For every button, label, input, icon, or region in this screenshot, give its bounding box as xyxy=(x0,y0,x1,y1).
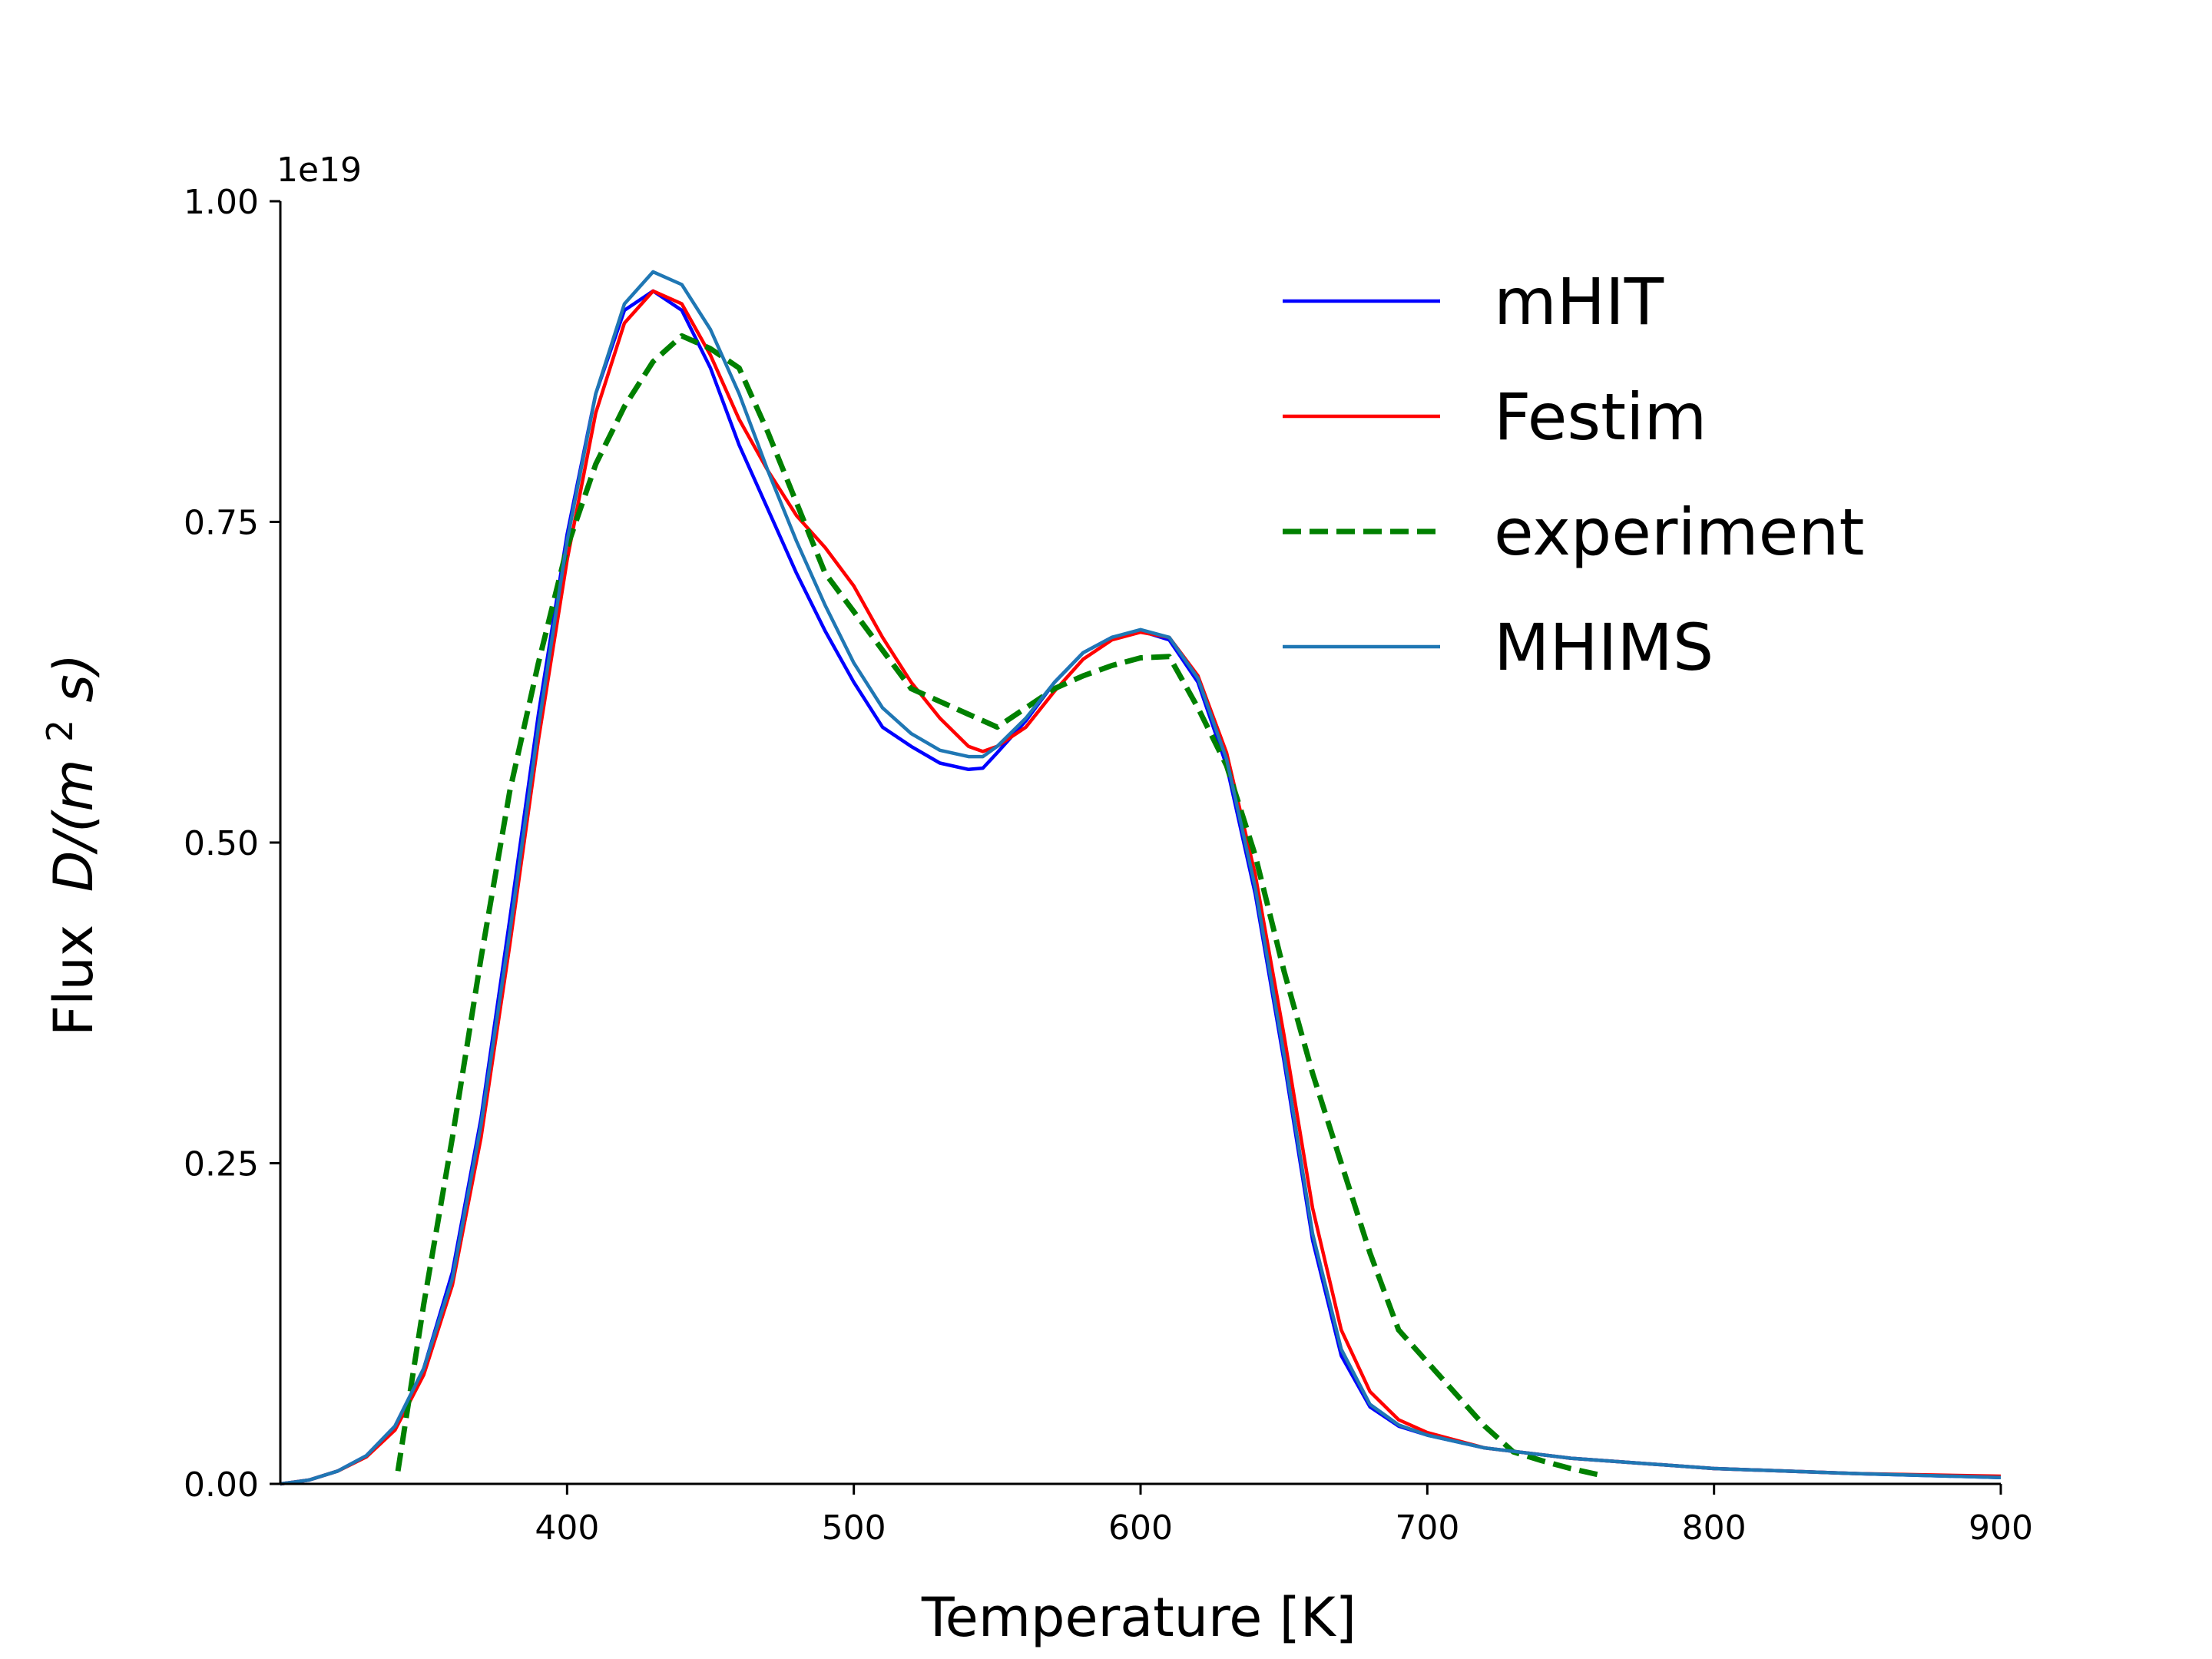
y-tick-label: 0.25 xyxy=(184,1145,259,1184)
x-tick-label: 900 xyxy=(1969,1508,2033,1548)
y-axis-label-text: Flux xyxy=(42,925,105,1037)
ticks-layer: 400 500 600 700 800 900 0.00 0.25 0.50 0.75 1.00 xyxy=(184,183,2033,1548)
series-line-festim xyxy=(280,289,2002,1486)
y-axis-label-math: D/(m xyxy=(42,759,105,892)
y-axis-label-math-end: s) xyxy=(42,654,105,703)
x-tick-label: 500 xyxy=(822,1508,886,1548)
x-tick-label: 600 xyxy=(1108,1508,1173,1548)
y-tick-label: 0.50 xyxy=(184,824,259,863)
series-layer xyxy=(280,270,2002,1486)
legend-label-mhit: mHIT xyxy=(1494,264,1664,339)
y-axis-label: Flux D/(m 2 s) xyxy=(22,654,105,1036)
y-tick-label: 1.00 xyxy=(184,183,259,222)
y-offset-label: 1e19 xyxy=(276,151,362,190)
series-line-experiment xyxy=(395,333,1601,1478)
y-tick-label: 0.00 xyxy=(184,1465,259,1505)
legend-label-festim: Festim xyxy=(1494,379,1707,455)
series-line-mhims xyxy=(280,270,2002,1486)
y-tick-label: 0.75 xyxy=(184,504,259,543)
x-tick-label: 700 xyxy=(1395,1508,1459,1548)
legend: mHIT Festim experiment MHIMS xyxy=(1283,264,1864,685)
legend-label-experiment: experiment xyxy=(1494,495,1864,570)
x-tick-label: 800 xyxy=(1682,1508,1747,1548)
x-axis-label: Temperature [K] xyxy=(921,1586,1356,1649)
y-axis-label-superscript: 2 xyxy=(39,720,81,742)
x-tick-label: 400 xyxy=(535,1508,599,1548)
legend-label-mhims: MHIMS xyxy=(1494,610,1714,685)
